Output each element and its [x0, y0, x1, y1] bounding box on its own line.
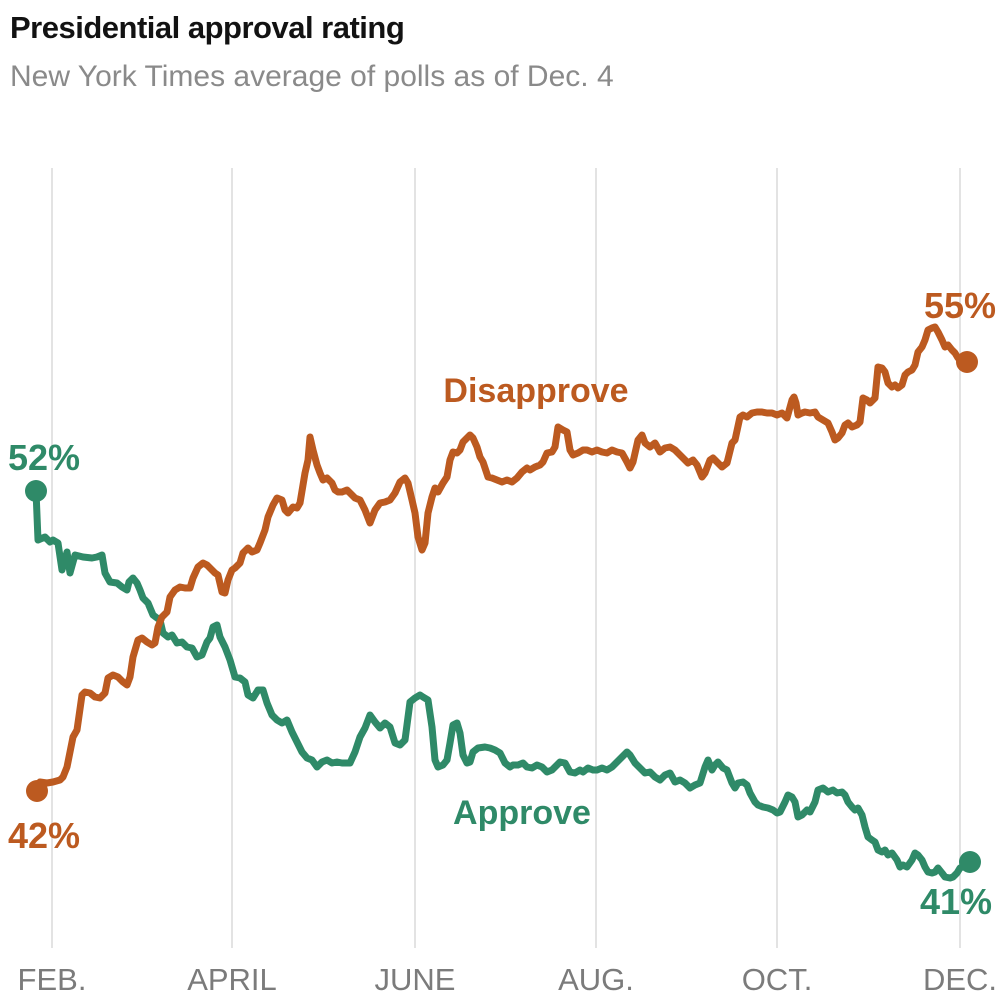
x-axis-label-april: APRIL [187, 962, 277, 997]
gridlines [51, 168, 961, 948]
x-axis-label-june: JUNE [375, 962, 456, 997]
disapprove-end-value-label: 55% [924, 285, 996, 326]
disapprove-series-label: Disapprove [443, 372, 628, 410]
chart-header: Presidential approval rating New York Ti… [10, 10, 614, 94]
x-axis: FEB. APRIL JUNE AUG. OCT. DEC. [18, 962, 997, 997]
x-axis-label-feb: FEB. [18, 962, 87, 997]
x-axis-label-aug: AUG. [558, 962, 634, 997]
x-axis-label-dec: DEC. [923, 962, 997, 997]
approve-line [32, 487, 974, 882]
chart-subtitle: New York Times average of polls as of De… [10, 60, 614, 93]
approve-series-label: Approve [453, 794, 591, 832]
disapprove-start-value-label: 42% [8, 815, 80, 856]
approve-start-value-label: 52% [8, 437, 80, 478]
x-axis-label-oct: OCT. [742, 962, 813, 997]
disapprove-end-dot [956, 351, 978, 373]
disapprove-line [33, 323, 971, 795]
chart-title: Presidential approval rating [10, 10, 405, 45]
approve-start-dot [25, 480, 47, 502]
disapprove-start-dot [26, 780, 48, 802]
approve-end-value-label: 41% [920, 881, 992, 922]
approve-end-dot [959, 851, 981, 873]
